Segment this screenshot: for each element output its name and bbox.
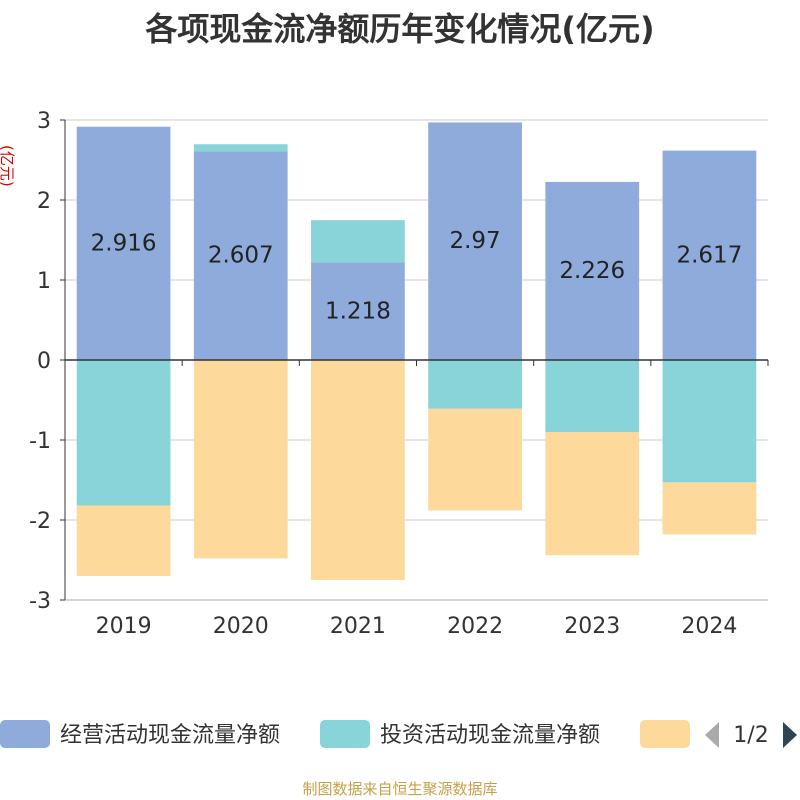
bar-2-2021: [311, 220, 405, 263]
data-label: 2.226: [559, 258, 625, 284]
bar-1-2020: [193, 151, 288, 360]
bar-3-2024: [662, 482, 757, 535]
legend-label: 经营活动现金流量净额: [60, 723, 280, 748]
bar-1-2022: [428, 122, 522, 361]
y-tick-label: -2: [29, 509, 51, 534]
chart-title: 各项现金流净额历年变化情况(亿元): [145, 10, 655, 48]
data-label: 2.617: [676, 242, 742, 268]
bar-2-2023: [545, 360, 640, 432]
x-tick-label: 2021: [330, 614, 386, 639]
axes: 3 2 1 0 -1 -2 -3 2019 2020 2021 2022 2023 2024: [29, 109, 769, 639]
bar-3-2022: [428, 408, 522, 511]
bar-3-2019: [76, 505, 171, 576]
x-tick-label: 2020: [213, 614, 269, 639]
bar-3-2020: [193, 360, 288, 559]
bar-2-2024: [662, 360, 757, 483]
data-label: 2.607: [208, 243, 274, 269]
legend-item-3[interactable]: [640, 720, 690, 748]
bar-2-2019: [76, 360, 171, 506]
legend-swatch: [0, 720, 50, 748]
y-tick-label: 3: [37, 109, 51, 134]
legend-swatch: [320, 720, 370, 748]
bar-3-2021: [311, 360, 405, 580]
bars: [76, 122, 757, 580]
legend-item-1[interactable]: 经营活动现金流量净额: [0, 720, 280, 748]
y-tick-label: 1: [37, 269, 51, 294]
legend-item-2[interactable]: 投资活动现金流量净额: [320, 720, 600, 748]
y-tick-label: 0: [37, 349, 51, 374]
bar-1-2024: [662, 150, 757, 360]
bar-3-2023: [545, 432, 640, 556]
data-labels: 2.916 2.607 1.218 2.97 2.226 2.617: [91, 228, 743, 324]
y-axis-unit-label: (亿元): [0, 145, 16, 187]
legend-next-icon[interactable]: [783, 722, 797, 748]
bar-1-2021: [311, 262, 405, 360]
y-tick-label: -1: [29, 429, 51, 454]
x-tick-label: 2019: [96, 614, 152, 639]
data-label: 1.218: [325, 298, 391, 324]
legend-label: 投资活动现金流量净额: [380, 723, 600, 748]
x-tick-label: 2024: [681, 614, 737, 639]
bar-2-2022: [428, 360, 522, 409]
legend-page-indicator: 1/2: [733, 723, 768, 748]
y-tick-label: -3: [29, 589, 51, 614]
legend: 经营活动现金流量净额 投资活动现金流量净额 1/2: [0, 720, 797, 748]
data-label: 2.916: [91, 230, 157, 256]
x-tick-label: 2023: [564, 614, 620, 639]
y-tick-label: 2: [37, 189, 51, 214]
data-label: 2.97: [449, 228, 500, 254]
legend-prev-icon[interactable]: [705, 722, 719, 748]
x-tick-label: 2022: [447, 614, 503, 639]
bar-1-2019: [76, 126, 171, 360]
legend-swatch: [640, 720, 690, 748]
source-note: 制图数据来自恒生聚源数据库: [302, 780, 498, 798]
bar-2-2020: [193, 144, 288, 152]
bar-1-2023: [545, 181, 640, 360]
